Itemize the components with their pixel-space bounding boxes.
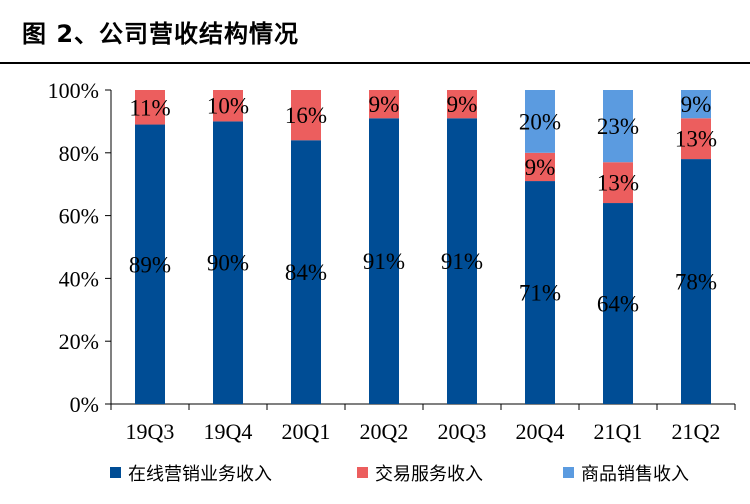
y-tick-label: 20% (59, 329, 99, 354)
bar-segment-1 (369, 118, 399, 404)
data-label: 89% (129, 252, 171, 277)
data-label: 13% (597, 171, 639, 196)
x-tick-label: 19Q3 (126, 419, 175, 444)
bar-segment-2 (135, 90, 165, 125)
y-tick-label: 100% (48, 78, 99, 103)
data-label: 91% (363, 249, 405, 274)
bar-segment-1 (291, 140, 321, 405)
x-tick-label: 19Q4 (204, 419, 253, 444)
x-tick-label: 21Q1 (594, 419, 643, 444)
data-label: 9% (447, 92, 478, 117)
legend-label: 商品销售收入 (581, 464, 689, 485)
bar-segment-2 (291, 90, 321, 141)
y-tick-label: 60% (59, 204, 99, 229)
y-tick-label: 40% (59, 266, 99, 291)
legend-swatch (563, 467, 574, 478)
x-tick-label: 20Q3 (438, 419, 487, 444)
bar-segment-2 (369, 90, 399, 119)
bar-segment-3 (525, 90, 555, 153)
x-tick-label: 21Q2 (672, 419, 721, 444)
y-tick-label: 80% (59, 141, 99, 166)
bar-segment-1 (603, 203, 633, 404)
legend-swatch (110, 467, 121, 478)
data-label: 23% (597, 114, 639, 139)
bar-segment-2 (603, 162, 633, 204)
data-label: 84% (285, 260, 327, 285)
data-label: 20% (519, 109, 561, 134)
page-title: 图 2、公司营收结构情况 (22, 20, 300, 48)
legend-label: 在线营销业务收入 (128, 464, 272, 485)
data-label: 16% (285, 103, 327, 128)
data-label: 91% (441, 249, 483, 274)
x-tick-label: 20Q2 (360, 419, 409, 444)
data-label: 9% (369, 92, 400, 117)
x-tick-label: 20Q4 (516, 419, 565, 444)
bar-segment-2 (525, 152, 555, 182)
bar-segment-1 (525, 181, 555, 404)
bar-segment-2 (213, 90, 243, 122)
legend-swatch (357, 467, 368, 478)
bar-segment-1 (681, 159, 711, 404)
data-label: 11% (129, 95, 170, 120)
legend-label: 交易服务收入 (375, 464, 483, 485)
bar-segment-3 (603, 90, 633, 163)
data-label: 13% (675, 127, 717, 152)
y-tick-label: 0% (70, 392, 99, 417)
bar-segment-1 (447, 118, 477, 404)
bar-segment-1 (213, 121, 243, 405)
bar-segment-2 (447, 90, 477, 119)
x-tick-label: 20Q1 (282, 419, 331, 444)
bar-segment-3 (681, 90, 711, 119)
data-label: 90% (207, 251, 249, 276)
data-label: 64% (597, 292, 639, 317)
data-label: 78% (675, 270, 717, 295)
data-label: 9% (681, 92, 712, 117)
data-label: 9% (525, 155, 556, 180)
data-label: 10% (207, 94, 249, 119)
bar-segment-1 (135, 124, 165, 404)
data-label: 71% (519, 281, 561, 306)
bar-segment-2 (681, 118, 711, 160)
title-rule (0, 62, 750, 64)
